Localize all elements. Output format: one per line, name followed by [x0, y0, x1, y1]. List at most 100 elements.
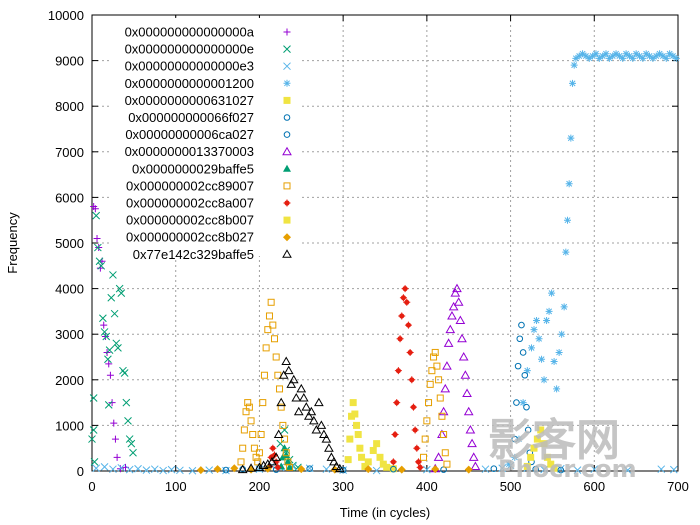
data-point: [271, 452, 282, 461]
data-point: [595, 54, 603, 62]
data-point: [159, 466, 168, 475]
data-point: [282, 449, 290, 457]
data-point: [656, 50, 664, 58]
data-point: [409, 403, 417, 411]
data-point: [188, 466, 197, 475]
data-point: [306, 465, 313, 473]
data-point: [364, 458, 372, 466]
data-point: [408, 376, 416, 384]
data-point: [639, 54, 647, 62]
data-point: [523, 403, 530, 411]
data-point: [433, 452, 444, 461]
data-point: [423, 417, 431, 425]
data-point: [543, 317, 551, 325]
data-point: [255, 449, 263, 457]
data-point: [565, 180, 573, 188]
data-point: [524, 426, 532, 434]
data-point: [237, 458, 245, 466]
data-point: [383, 463, 391, 471]
data-point: [440, 431, 448, 439]
data-point: [428, 367, 436, 375]
data-point: [100, 328, 109, 336]
y-tick-label: 6000: [55, 190, 84, 205]
data-point: [442, 361, 452, 370]
data-point: [669, 52, 677, 60]
data-point: [205, 466, 214, 474]
data-point: [291, 393, 302, 402]
data-point: [286, 463, 294, 471]
data-point: [329, 456, 339, 466]
data-point: [316, 420, 327, 429]
data-point: [430, 353, 438, 361]
legend-label: 0x0000000013370003: [125, 144, 254, 159]
data-point: [278, 370, 289, 379]
data-point: [416, 463, 424, 471]
data-point: [250, 444, 258, 452]
data-point: [106, 371, 114, 379]
data-point: [547, 460, 555, 468]
data-point: [104, 355, 112, 364]
data-point: [308, 415, 319, 425]
data-point: [293, 406, 304, 416]
legend-label: 0x000000002cc8b007: [126, 213, 254, 228]
data-point: [672, 54, 680, 62]
data-point: [421, 435, 429, 443]
data-point: [296, 383, 307, 393]
data-point: [334, 463, 345, 473]
data-point: [622, 50, 630, 58]
data-point: [404, 321, 412, 329]
data-point: [563, 216, 571, 224]
data-point: [283, 365, 294, 375]
data-point: [120, 369, 129, 377]
data-point: [393, 399, 401, 407]
y-tick-label: 0: [77, 464, 84, 479]
legend-label: 0x0000000000001200: [125, 76, 254, 91]
data-point: [615, 52, 623, 60]
data-point: [353, 421, 361, 429]
data-point: [403, 298, 411, 306]
data-point: [537, 426, 545, 434]
data-point: [245, 403, 253, 411]
data-point: [649, 54, 657, 62]
data-point: [279, 421, 287, 429]
data-point: [570, 61, 578, 69]
data-point: [213, 465, 222, 474]
data-point: [96, 264, 104, 272]
data-point: [260, 371, 268, 379]
data-point: [110, 419, 118, 427]
data-point: [438, 406, 449, 416]
data-point: [443, 460, 451, 468]
data-point: [108, 399, 116, 407]
data-point: [642, 50, 650, 58]
data-point: [450, 288, 461, 297]
data-points: [88, 50, 680, 475]
data-point: [369, 446, 377, 454]
data-point: [545, 307, 553, 315]
legend-label: 0x77e142c329baffe5: [133, 247, 254, 262]
data-point: [490, 465, 498, 473]
legend-marker: [283, 182, 291, 190]
data-point: [540, 376, 548, 384]
data-point: [411, 426, 419, 434]
x-tick-label: 300: [332, 479, 354, 494]
data-point: [505, 460, 513, 468]
legend-marker: [282, 146, 292, 156]
series-4: [344, 399, 397, 473]
series-11: [523, 426, 558, 472]
data-point: [511, 453, 519, 461]
data-point: [572, 54, 580, 62]
data-point: [100, 321, 108, 329]
legend-marker: [283, 79, 291, 87]
data-point: [558, 330, 566, 338]
x-tick-label: 700: [667, 479, 689, 494]
data-point: [518, 321, 525, 329]
y-tick-label: 5000: [55, 236, 84, 251]
watermark-logo: 影客网 Phocr.com: [488, 415, 637, 483]
data-point: [262, 344, 270, 352]
data-point: [272, 353, 280, 361]
data-point: [519, 399, 527, 407]
series-6: [222, 464, 565, 474]
data-point: [481, 465, 490, 474]
data-point: [111, 435, 119, 443]
data-point: [240, 426, 248, 434]
